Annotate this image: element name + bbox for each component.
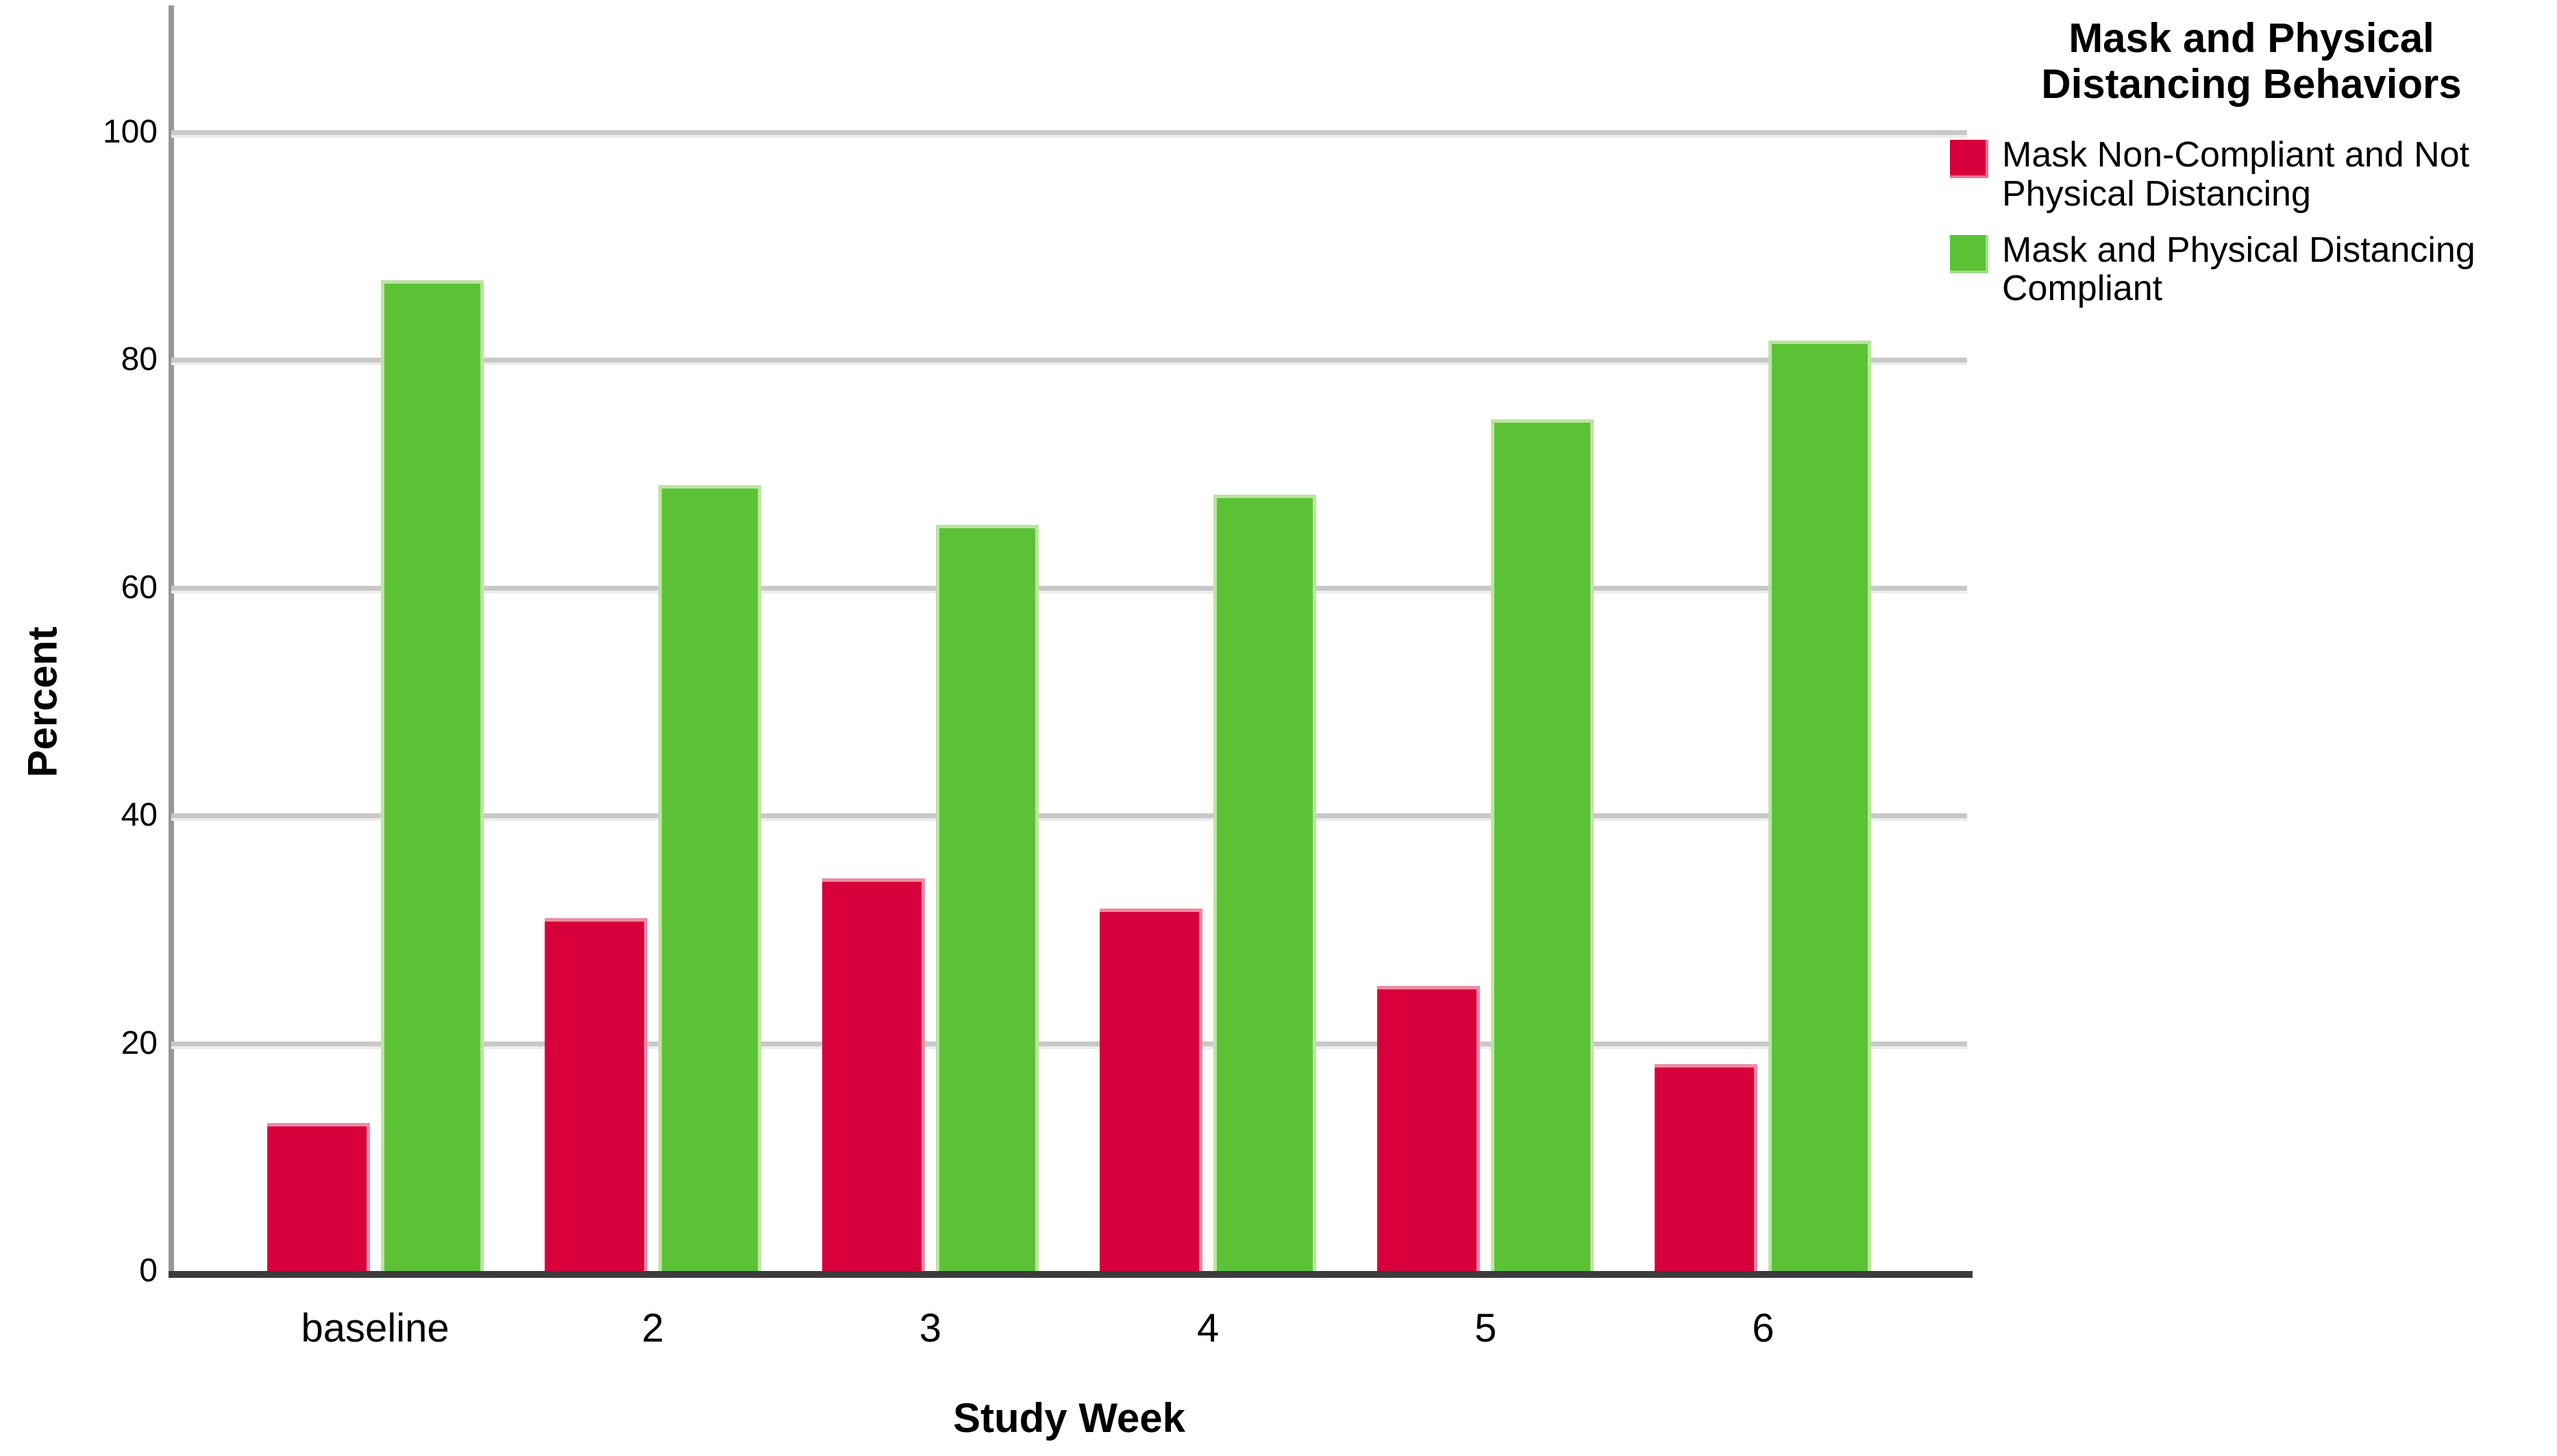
bar-compliant-4 xyxy=(1213,495,1316,1271)
y-tick-label-100: 100 xyxy=(102,114,158,150)
x-tick-label-baseline: baseline xyxy=(301,1306,449,1350)
y-tick-label-80: 80 xyxy=(121,341,158,378)
bar-noncompliant-4 xyxy=(1100,909,1202,1271)
bar-compliant-2 xyxy=(658,485,761,1271)
y-tick-label-60: 60 xyxy=(121,569,158,606)
bar-noncompliant-baseline xyxy=(267,1123,370,1271)
gridline-shadow xyxy=(171,818,1967,822)
legend-items: Mask Non-Compliant and Not Physical Dist… xyxy=(1950,136,2553,308)
bar-noncompliant-5 xyxy=(1377,986,1480,1271)
y-tick-label-40: 40 xyxy=(121,797,158,834)
bar-noncompliant-3 xyxy=(822,878,925,1271)
gridline-20 xyxy=(171,1041,1967,1049)
gridline-shadow xyxy=(171,590,1967,593)
bar-compliant-baseline xyxy=(381,280,484,1271)
x-tick-label-2: 2 xyxy=(641,1306,664,1350)
legend-item-compliant: Mask and Physical Distancing Compliant xyxy=(1950,231,2553,308)
x-tick-label-6: 6 xyxy=(1752,1306,1775,1350)
legend-label: Mask and Physical Distancing Compliant xyxy=(2002,230,2475,308)
x-tick-label-5: 5 xyxy=(1474,1306,1497,1350)
x-axis-title: Study Week xyxy=(953,1395,1185,1441)
gridline-80 xyxy=(171,358,1967,366)
legend-label: Mask Non-Compliant and Not Physical Dist… xyxy=(2002,135,2470,214)
gridline-shadow xyxy=(171,1046,1967,1049)
legend-title: Mask and Physical Distancing Behaviors xyxy=(2041,15,2462,108)
y-tick-label-0: 0 xyxy=(139,1253,158,1289)
x-tick-label-3: 3 xyxy=(919,1306,942,1350)
bar-compliant-5 xyxy=(1491,419,1594,1271)
legend-swatch-red xyxy=(1950,140,1988,179)
x-axis-line xyxy=(169,1271,1973,1278)
gridline-60 xyxy=(171,585,1967,593)
gridline-shadow xyxy=(171,135,1967,138)
bar-compliant-3 xyxy=(936,525,1039,1271)
bar-noncompliant-6 xyxy=(1655,1064,1757,1271)
x-tick-label-4: 4 xyxy=(1196,1306,1220,1350)
gridline-shadow xyxy=(171,362,1967,366)
y-axis-line xyxy=(169,5,174,1271)
gridline-100 xyxy=(171,130,1967,138)
bar-compliant-6 xyxy=(1768,341,1871,1271)
legend: Mask and Physical Distancing Behaviors M… xyxy=(1950,15,2553,325)
y-tick-label-20: 20 xyxy=(121,1024,158,1061)
bar-noncompliant-2 xyxy=(545,918,647,1271)
gridline-40 xyxy=(171,813,1967,822)
legend-item-noncompliant: Mask Non-Compliant and Not Physical Dist… xyxy=(1950,135,2553,214)
y-axis-title: Percent xyxy=(19,626,66,778)
legend-swatch-green xyxy=(1950,234,1988,273)
